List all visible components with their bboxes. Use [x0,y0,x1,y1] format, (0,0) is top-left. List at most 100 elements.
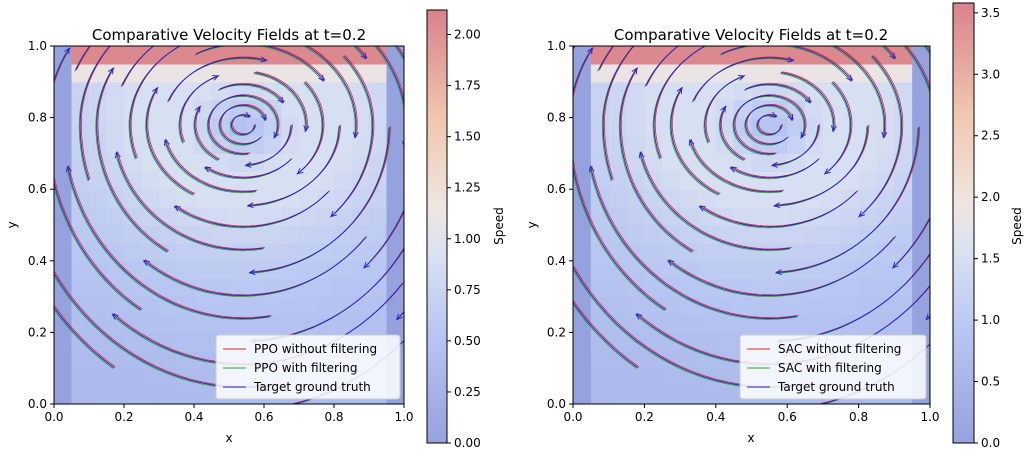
heatmap-cell [281,314,300,333]
heatmap-cell [281,189,300,208]
heatmap-cell [141,368,160,387]
heatmap-cell [894,171,913,190]
heatmap-cell [176,314,195,333]
streamline [330,55,374,217]
heatmap-cell [229,189,248,208]
heatmap-cell [894,135,913,154]
streamline-arrow [296,168,304,175]
heatmap-cell [194,207,213,226]
heatmap-cell [805,81,824,101]
heatmap-cell [769,296,788,316]
streamline [305,46,357,138]
streamline [692,57,794,102]
streamline [196,46,326,81]
heatmap-cell [369,225,388,244]
heatmap-cell [662,386,681,404]
streamline-arrow [720,105,726,113]
heatmap-cell [662,260,681,280]
heatmap-cell [159,314,178,333]
heatmap-cell [697,242,717,262]
streamline-arrow [846,74,853,82]
heatmap-cell [369,278,388,298]
streamline [145,88,194,196]
heatmap-cell [159,386,178,404]
streamline-arrow [244,161,252,168]
heatmap-cell [787,117,806,137]
streamline-arrow [803,17,809,22]
streamline [830,46,885,139]
heatmap-cell [573,386,592,404]
streamline [619,68,693,252]
heatmap-cell [299,296,318,316]
heatmap-cell [89,171,108,190]
heatmap-cell [769,278,788,298]
y-tick-label: 0.0 [28,397,47,411]
heatmap-cell [840,63,860,83]
x-tick-label: 1.0 [394,410,413,424]
heatmap-cell [124,386,143,404]
streamline [54,48,141,312]
streamline [746,83,812,102]
streamline [193,107,218,161]
heatmap-cell [573,332,592,351]
heatmap-cell [229,63,248,83]
heatmap-cell [715,314,735,333]
heatmap-cell [626,135,645,154]
heatmap-cell [176,242,195,262]
heatmap-cell [194,189,213,208]
heatmap-cell [858,81,878,101]
heatmap-cell [229,296,248,316]
streamline-arrow [194,105,201,113]
heatmap-cell [351,81,370,101]
heatmap-cell [573,350,592,369]
streamline [365,46,404,268]
heatmap-cell [369,63,388,83]
heatmap-cell [54,260,73,280]
colorbar-tick-label: 0.75 [454,283,481,297]
streamline [218,105,266,146]
x-tick-label: 0.0 [44,410,63,424]
streamline [774,125,869,207]
heatmap-cell [141,386,160,404]
heatmap-cell [229,225,248,244]
heatmap-cell [281,171,300,190]
heatmap-cell [176,296,195,316]
heatmap-cell [71,189,90,208]
heatmap-cell [71,46,90,65]
heatmap-cell [590,260,610,280]
heatmap-cell [894,117,913,137]
heatmap-cell [769,153,788,172]
heatmap-cell [573,314,592,333]
heatmap-cell [697,189,717,208]
streamline [254,72,307,132]
heatmap-cell [751,171,770,190]
streamline [250,247,404,342]
x-tick-label: 0.8 [324,410,343,424]
y-tick-label: 0.6 [28,182,47,196]
y-tick-label: 1.0 [547,39,566,53]
heatmap-cell [787,171,806,190]
heatmap-cell [608,350,628,369]
heatmap-cell [334,153,353,172]
heatmap-cell [351,135,370,154]
heatmap-cell [106,242,125,262]
heatmap-cell [715,189,735,208]
heatmap-cell [299,242,318,262]
streamline [690,138,784,192]
heatmap-cell [264,153,283,172]
heatmap-cell [386,189,404,208]
heatmap-cell [194,260,213,280]
streamline-arrow [204,166,212,173]
heatmap-cell [769,225,788,244]
heatmap-cell [106,46,125,65]
streamline-arrow [787,114,794,122]
heatmap-cell [159,81,178,101]
legend-label: Target ground truth [253,380,371,394]
heatmap-cell [894,260,913,280]
heatmap-cell [858,171,878,190]
heatmap-cell [194,386,213,404]
heatmap-cell [246,207,265,226]
colorbar-tick-label: 1.75 [454,79,481,93]
heatmap-cell [626,242,645,262]
heatmap-cell [141,153,160,172]
